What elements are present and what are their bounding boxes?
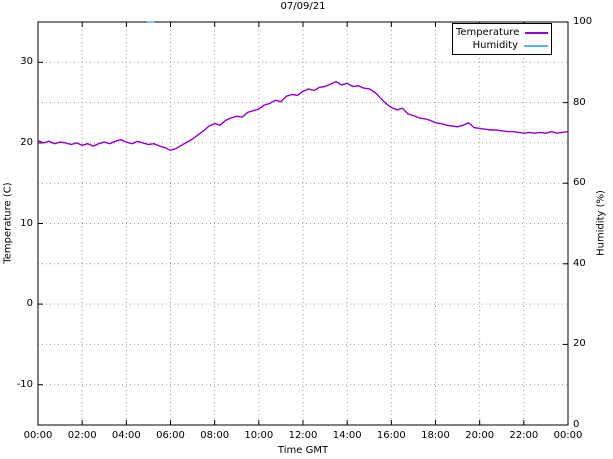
x-tick-label: 22:00: [509, 430, 539, 441]
x-tick-label: 18:00: [421, 430, 450, 441]
y-left-tick-label: 10: [20, 217, 33, 229]
series-line-temperature: [37, 80, 569, 151]
x-axis-label: Time GMT: [277, 445, 329, 456]
y-right-tick-label: 60: [573, 177, 586, 189]
y-left-tick-label: 0: [26, 298, 33, 310]
x-tick-label: 04:00: [111, 430, 141, 441]
y-axis-right-label: Humidity (%): [595, 190, 607, 256]
y-left-tick-label: 30: [20, 56, 33, 68]
y-right-tick-label: 100: [573, 16, 593, 27]
y-right-tick-label: 0: [573, 419, 580, 430]
y-right-tick-label: 40: [573, 257, 586, 269]
x-tick-label: 10:00: [244, 430, 274, 441]
legend-box: Temperature Humidity: [452, 23, 552, 55]
legend-label-humidity: Humidity: [472, 40, 518, 51]
x-tick-label: 08:00: [200, 430, 230, 441]
x-tick-label: 12:00: [288, 430, 318, 441]
x-tick-label: 16:00: [376, 430, 406, 441]
legend-line-sample-humidity: [524, 44, 548, 47]
x-tick-label: 20:00: [465, 430, 495, 441]
x-tick-label: 06:00: [156, 430, 185, 441]
legend-row-humidity: Humidity: [456, 39, 548, 52]
legend-line-sample-temperature: [525, 31, 548, 34]
y-right-tick-label: 20: [573, 338, 586, 350]
y-left-tick-label: -10: [16, 378, 33, 390]
legend-row-temperature: Temperature: [456, 26, 548, 39]
x-tick-label: 02:00: [67, 430, 97, 441]
legend-label-temperature: Temperature: [456, 27, 520, 38]
y-left-tick-label: 20: [20, 136, 33, 148]
x-tick-label: 00:00: [553, 430, 583, 441]
y-right-tick-label: 80: [573, 96, 586, 108]
x-tick-label: 00:00: [23, 430, 53, 441]
chart-title: 07/09/21: [280, 1, 326, 12]
x-tick-label: 14:00: [332, 430, 362, 441]
